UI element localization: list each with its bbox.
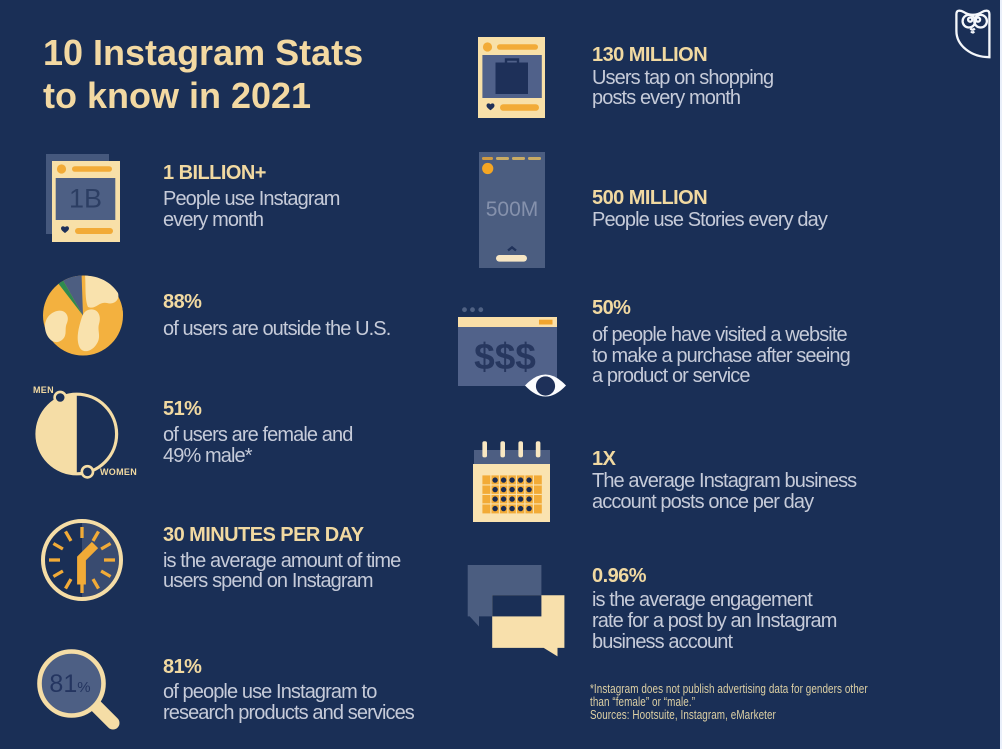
svg-text:500M: 500M <box>486 198 539 221</box>
svg-text:1B: 1B <box>69 184 102 214</box>
svg-text:$$$: $$$ <box>474 336 536 377</box>
